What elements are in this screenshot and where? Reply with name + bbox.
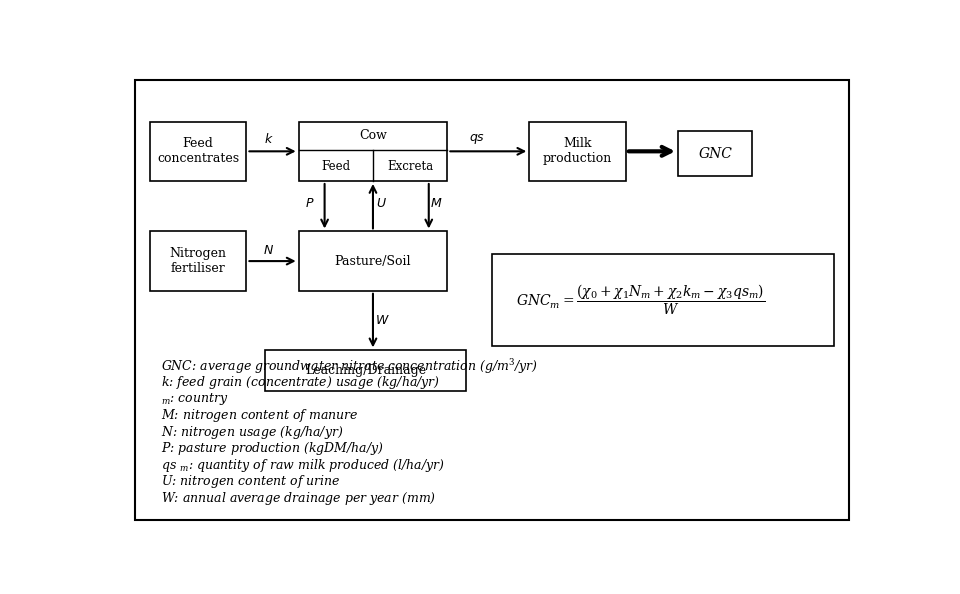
Text: $W$: annual average drainage per year (mm): $W$: annual average drainage per year (m…	[161, 489, 436, 507]
Text: $k$: feed grain (concentrate) usage (kg/ha/yr): $k$: feed grain (concentrate) usage (kg/…	[161, 374, 441, 391]
Text: Feed
concentrates: Feed concentrates	[157, 137, 239, 165]
Bar	[150, 122, 247, 181]
Text: $N$: nitrogen usage (kg/ha/yr): $N$: nitrogen usage (kg/ha/yr)	[161, 424, 344, 441]
Text: GNC: GNC	[698, 147, 732, 160]
Text: $M$: nitrogen content of manure: $M$: nitrogen content of manure	[161, 407, 358, 424]
Text: $k$: $k$	[264, 132, 274, 146]
Text: Milk
production: Milk production	[543, 137, 612, 165]
Text: $qs$: $qs$	[469, 132, 485, 146]
Text: Excreta: Excreta	[387, 160, 433, 173]
Bar	[265, 350, 466, 391]
Bar	[150, 231, 247, 291]
Text: $_m$: country: $_m$: country	[161, 391, 228, 407]
Text: Nitrogen
fertiliser: Nitrogen fertiliser	[170, 247, 227, 275]
Text: $U$: $U$	[376, 197, 387, 210]
Text: $U$: nitrogen content of urine: $U$: nitrogen content of urine	[161, 473, 341, 490]
Bar	[492, 254, 834, 346]
Text: Pasture/Soil: Pasture/Soil	[335, 255, 411, 267]
Bar	[678, 131, 753, 176]
Text: $N$: $N$	[263, 244, 275, 257]
Text: $P$: pasture production (kgDM/ha/y): $P$: pasture production (kgDM/ha/y)	[161, 440, 384, 457]
Text: $qs$ $_m$: quantity of raw milk produced (l/ha/yr): $qs$ $_m$: quantity of raw milk produced…	[161, 457, 444, 473]
Text: $GNC$: average groundwater nitrate concentration (g/m$^3$/yr): $GNC$: average groundwater nitrate conce…	[161, 357, 538, 376]
Text: Feed: Feed	[322, 160, 350, 173]
Text: $P$: $P$	[305, 197, 315, 210]
Text: $W$: $W$	[375, 314, 390, 327]
Bar	[529, 122, 626, 181]
Text: Cow: Cow	[359, 129, 387, 142]
Text: Leaching/Drainage: Leaching/Drainage	[305, 364, 426, 377]
Text: $GNC_m = \dfrac{(\chi_0 + \chi_1 N_m + \chi_2 k_m - \chi_3 qs_m)}{W}$: $GNC_m = \dfrac{(\chi_0 + \chi_1 N_m + \…	[516, 283, 765, 317]
Bar	[299, 122, 447, 181]
Text: $M$: $M$	[430, 197, 443, 210]
Bar	[299, 231, 447, 291]
